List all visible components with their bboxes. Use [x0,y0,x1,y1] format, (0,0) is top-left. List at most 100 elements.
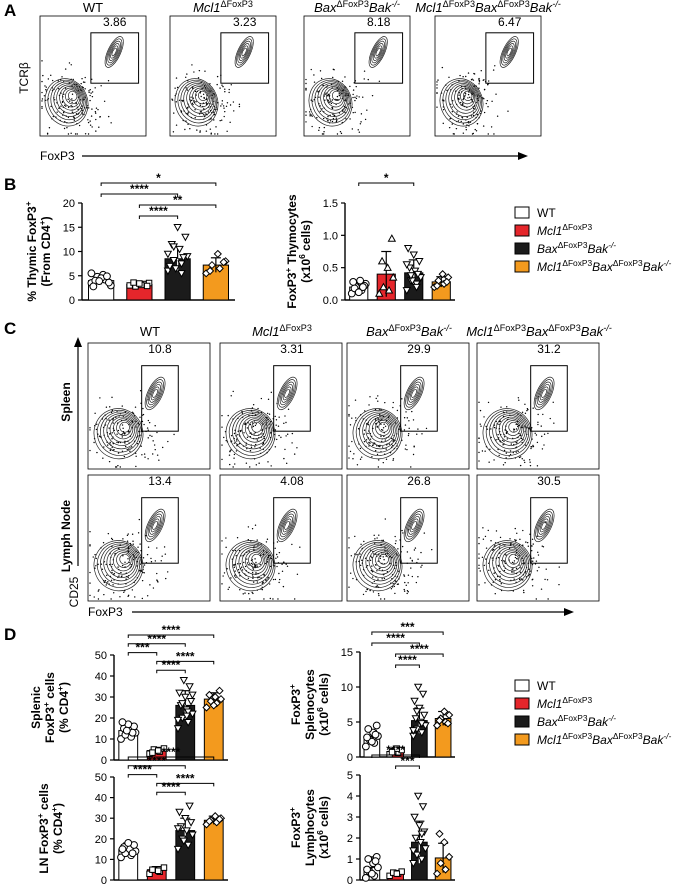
event-dot [382,461,384,464]
event-dot [354,399,357,401]
event-dot [518,578,521,581]
event-dot [251,574,254,576]
plot-frame [346,342,470,470]
contour [499,36,519,68]
contour [241,47,247,57]
event-dot [379,557,382,560]
panel-letter: B [4,175,16,194]
event-dot [541,545,543,547]
event-dot [515,567,518,570]
data-point [417,855,427,864]
event-dot [377,560,379,562]
event-dot [237,443,239,446]
event-dot [479,570,481,572]
event-dot [189,127,191,130]
event-dot [148,421,151,424]
event-dot [356,464,359,466]
event-dot [195,94,197,96]
significance-label: **** [149,204,168,218]
event-dot [488,569,490,572]
event-dot [230,84,232,86]
event-dot [232,101,235,103]
event-dot [41,98,44,100]
event-dot [478,451,480,454]
contour [505,420,521,436]
data-point [438,270,447,279]
event-dot [230,577,232,579]
event-dot [451,111,454,113]
event-dot [185,120,187,122]
event-dot [252,567,254,569]
text-part: WT [537,206,556,220]
event-dot [451,123,453,125]
event-dot [142,557,145,559]
event-dot [285,563,287,565]
flow-plot [476,342,600,470]
event-dot [276,565,278,568]
event-dot [462,76,464,78]
event-dot [371,94,374,97]
event-dot [406,592,408,595]
data-point [213,249,222,259]
event-dot [89,571,91,574]
event-dot [478,81,481,83]
plot-frame [87,474,211,602]
event-dot [495,93,497,95]
event-dot [331,106,333,109]
event-dot [80,82,82,85]
contour [535,511,553,540]
text-part: cells) [317,796,331,830]
contour [150,518,160,533]
significance-label: **** [147,632,166,646]
contour [365,547,396,578]
contour [100,543,140,585]
event-dot [232,466,234,468]
plot-frame [476,474,600,602]
event-dot [199,130,201,132]
data-point [177,260,186,269]
event-dot [358,96,360,98]
event-dot [476,113,479,116]
event-dot [360,113,363,115]
text-part: Mcl1 [537,733,562,747]
event-dot [490,436,492,439]
data-point [411,834,421,843]
event-dot [121,433,124,435]
event-dot [323,95,326,97]
event-dot [369,396,371,398]
event-dot [95,118,97,121]
gate-percent: 13.4 [148,474,172,488]
data-point [388,272,398,281]
event-dot [254,558,256,560]
event-dot [458,97,460,100]
axis-label: FoxP3 [88,605,123,619]
event-dot [232,390,234,393]
contour [372,43,384,61]
event-dot [471,99,473,101]
event-dot [67,106,70,109]
gate [400,497,438,564]
event-dot [381,578,383,580]
event-dot [469,96,471,99]
data-point [89,282,98,291]
event-dot [384,439,386,441]
data-point [418,690,428,699]
event-dot [412,453,415,456]
text-part: ΔFoxP3 [558,713,588,723]
event-dot [371,571,374,573]
contour [505,552,521,568]
legend-swatch [514,260,530,273]
event-dot [383,435,385,438]
event-dot [386,570,389,573]
text-part: -/- [663,258,671,268]
gate-percent: 10.8 [148,342,172,356]
text-part: Mcl1 [537,697,562,711]
text-part: Bak [643,733,665,747]
data-point [171,265,180,273]
text-part: Mcl1 [537,224,562,238]
event-dot [127,448,130,450]
event-dot [362,96,364,98]
gate [485,32,535,84]
event-dot [484,450,486,452]
y-tick-label: 5 [347,770,353,782]
